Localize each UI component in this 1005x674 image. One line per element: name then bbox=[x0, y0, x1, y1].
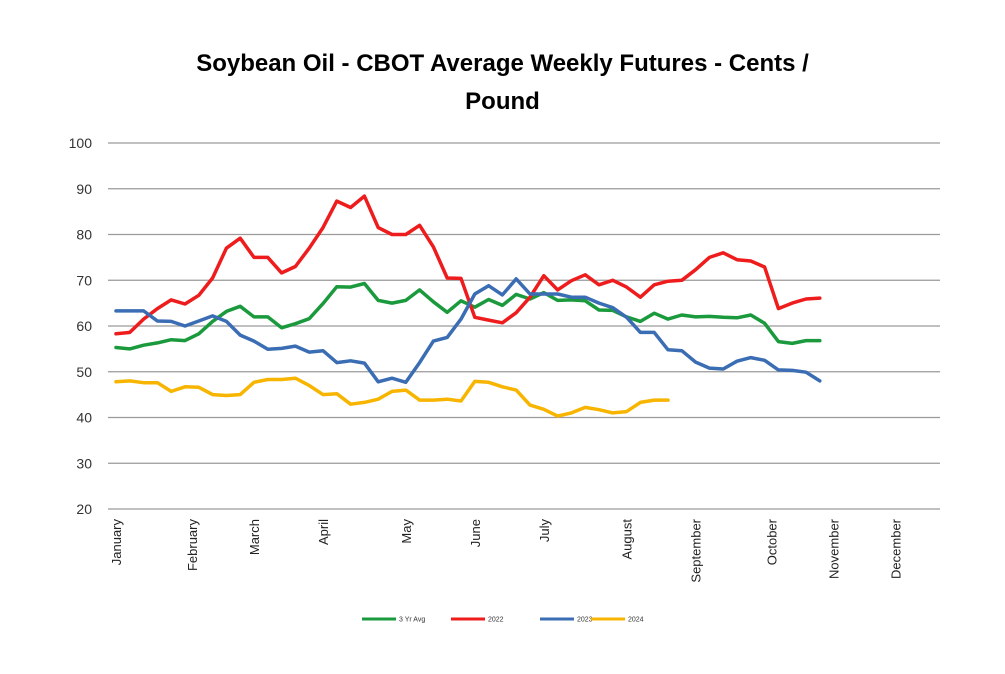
x-tick-label-may: May bbox=[399, 519, 414, 544]
y-tick-label: 30 bbox=[76, 455, 92, 471]
legend-label: 3 Yr Avg bbox=[399, 617, 425, 624]
y-tick-label: 90 bbox=[76, 181, 92, 197]
y-tick-label: 20 bbox=[76, 501, 92, 517]
legend: 3 Yr Avg 2022 2023 2024 bbox=[362, 617, 644, 624]
x-tick-label-july: July bbox=[537, 519, 552, 543]
y-tick-label: 80 bbox=[76, 227, 92, 243]
y-axis-ticks: 20 30 40 50 60 70 80 90 100 bbox=[69, 135, 93, 517]
legend-label: 2022 bbox=[488, 617, 504, 624]
chart-title-line-2: Pound bbox=[465, 88, 540, 115]
y-tick-label: 50 bbox=[76, 364, 92, 380]
x-tick-label-december: December bbox=[889, 518, 904, 579]
x-tick-label-february: February bbox=[185, 519, 200, 572]
x-tick-label-august: August bbox=[620, 519, 635, 560]
x-tick-label-september: September bbox=[689, 518, 704, 582]
x-tick-label-april: April bbox=[316, 519, 331, 545]
x-tick-label-june: June bbox=[468, 519, 483, 547]
y-tick-label: 100 bbox=[69, 135, 93, 151]
x-tick-label-october: October bbox=[765, 518, 780, 565]
x-axis-ticks: January February March April May June July Augu… bbox=[109, 518, 904, 582]
series-line-2023 bbox=[114, 277, 822, 385]
x-tick-label-november: November bbox=[827, 518, 842, 579]
y-tick-label: 40 bbox=[76, 410, 92, 426]
legend-label: 2024 bbox=[628, 617, 644, 624]
y-tick-label: 70 bbox=[76, 272, 92, 288]
series-line-2024 bbox=[114, 376, 670, 418]
y-tick-label: 60 bbox=[76, 318, 92, 334]
series-lines bbox=[114, 194, 822, 418]
legend-label: 2023 bbox=[577, 617, 593, 624]
series-line-2022 bbox=[114, 194, 822, 336]
x-tick-label-march: March bbox=[247, 519, 262, 555]
x-tick-label-january: January bbox=[109, 519, 124, 566]
chart-title-line-1: Soybean Oil - CBOT Average Weekly Future… bbox=[196, 50, 809, 77]
